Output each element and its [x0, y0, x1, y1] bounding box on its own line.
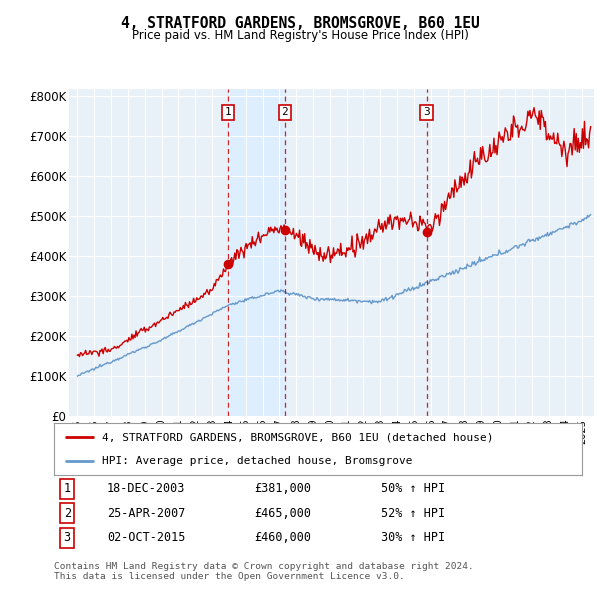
Text: 4, STRATFORD GARDENS, BROMSGROVE, B60 1EU (detached house): 4, STRATFORD GARDENS, BROMSGROVE, B60 1E…	[101, 432, 493, 442]
Text: 1: 1	[64, 482, 71, 495]
Text: 30% ↑ HPI: 30% ↑ HPI	[382, 532, 445, 545]
Text: £465,000: £465,000	[254, 507, 311, 520]
Bar	[228, 88, 285, 416]
Text: 2: 2	[281, 107, 288, 117]
Text: 18-DEC-2003: 18-DEC-2003	[107, 482, 185, 495]
Text: £460,000: £460,000	[254, 532, 311, 545]
Text: 52% ↑ HPI: 52% ↑ HPI	[382, 507, 445, 520]
Text: 3: 3	[64, 532, 71, 545]
Text: 25-APR-2007: 25-APR-2007	[107, 507, 185, 520]
Text: 2: 2	[64, 507, 71, 520]
Text: 4, STRATFORD GARDENS, BROMSGROVE, B60 1EU: 4, STRATFORD GARDENS, BROMSGROVE, B60 1E…	[121, 16, 479, 31]
Text: 1: 1	[225, 107, 232, 117]
Text: 02-OCT-2015: 02-OCT-2015	[107, 532, 185, 545]
Text: Contains HM Land Registry data © Crown copyright and database right 2024.
This d: Contains HM Land Registry data © Crown c…	[54, 562, 474, 581]
Text: 3: 3	[423, 107, 430, 117]
Text: 50% ↑ HPI: 50% ↑ HPI	[382, 482, 445, 495]
Text: Price paid vs. HM Land Registry's House Price Index (HPI): Price paid vs. HM Land Registry's House …	[131, 30, 469, 42]
Text: HPI: Average price, detached house, Bromsgrove: HPI: Average price, detached house, Brom…	[101, 456, 412, 466]
Text: £381,000: £381,000	[254, 482, 311, 495]
